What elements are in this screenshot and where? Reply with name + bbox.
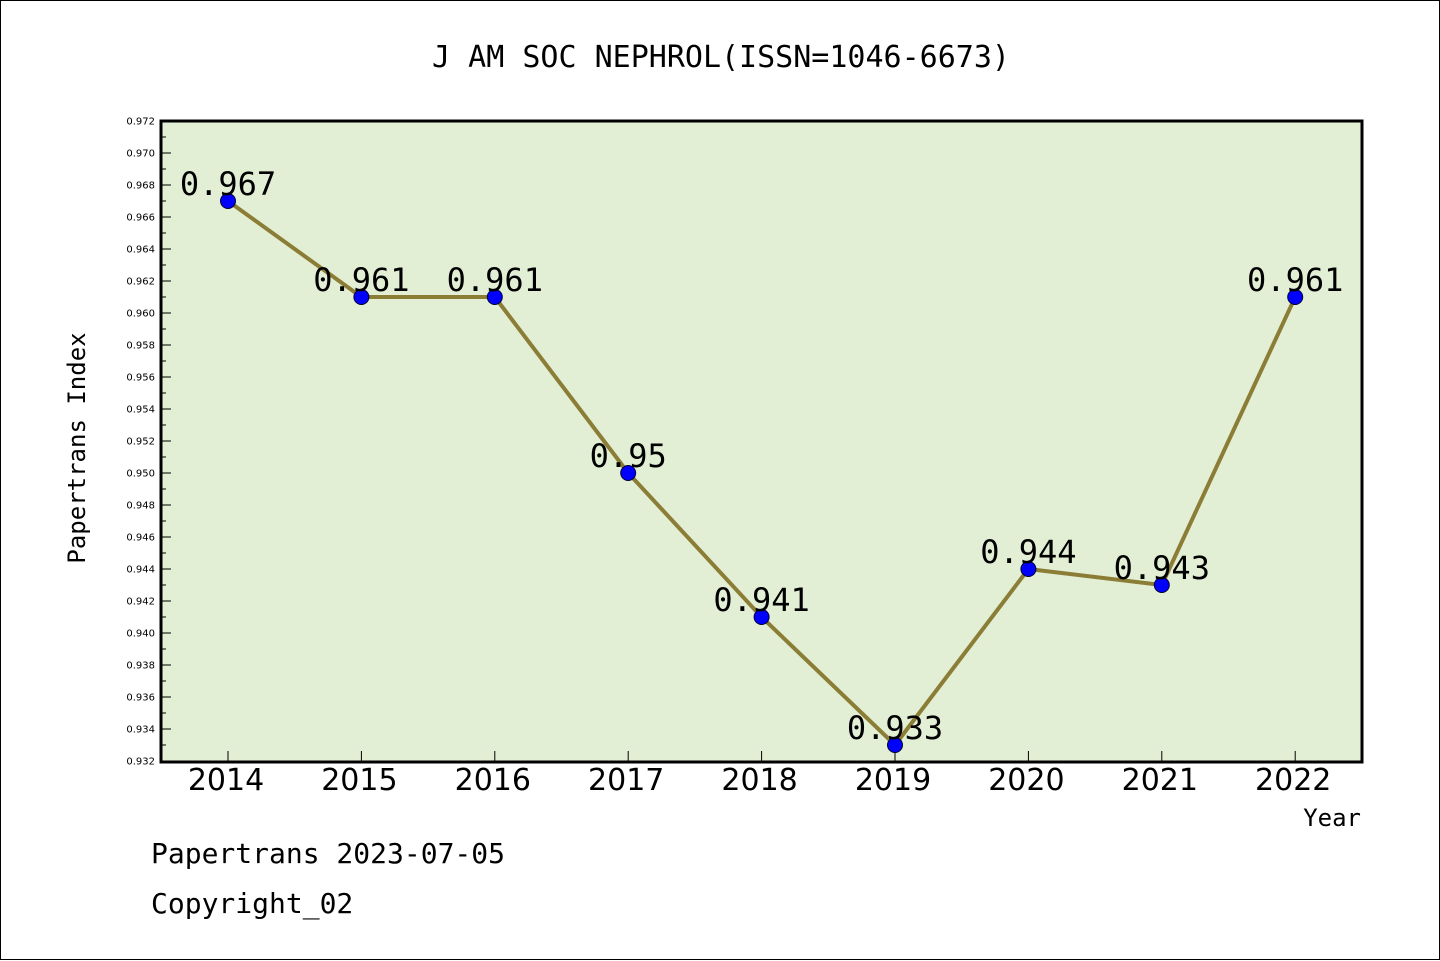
data-point (887, 737, 903, 753)
y-tick-label: 0.954 (126, 405, 155, 416)
footer-copyright: Copyright_02 (151, 887, 354, 920)
x-tick-label: 2022 (1255, 763, 1331, 798)
data-point (1020, 561, 1037, 577)
y-tick-label: 0.938 (126, 661, 155, 672)
y-tick-label: 0.962 (126, 277, 155, 288)
data-point (353, 289, 370, 305)
data-point (1153, 577, 1170, 593)
data-labels: 0.967 0.961 0.961 0.95 0.941 0.933 0.944 0.943 0… (180, 165, 1344, 747)
data-point (486, 289, 503, 305)
data-label: 0.943 (1114, 549, 1210, 587)
y-tick-label: 0.934 (126, 725, 155, 736)
x-tick-label: 2016 (455, 763, 531, 798)
data-label: 0.961 (447, 261, 543, 299)
x-tick-label: 2014 (188, 763, 264, 798)
plot-area (159, 119, 1364, 764)
x-tick-label: 2018 (721, 763, 797, 798)
data-label: 0.933 (847, 709, 943, 747)
x-tick-label: 2019 (855, 763, 931, 798)
y-tick-label: 0.946 (126, 533, 155, 544)
x-tick-label: 2017 (588, 763, 664, 798)
y-tick-label: 0.942 (126, 597, 155, 608)
y-axis: 0.932 0.934 0.936 0.938 0.940 0.942 0.944 0.946… (126, 117, 171, 768)
y-tick-label: 0.960 (126, 309, 155, 320)
y-tick-label: 0.958 (126, 341, 155, 352)
y-tick-label: 0.950 (126, 469, 155, 480)
y-tick-label: 0.952 (126, 437, 155, 448)
y-tick-label: 0.932 (126, 757, 155, 768)
data-label: 0.941 (713, 581, 809, 619)
data-label: 0.967 (180, 165, 276, 203)
data-label: 0.961 (1247, 261, 1343, 299)
y-tick-label: 0.936 (126, 693, 155, 704)
data-point (753, 609, 770, 625)
y-tick-label: 0.972 (126, 117, 155, 128)
chart-title: J AM SOC NEPHROL(ISSN=1046-6673) (432, 40, 1010, 75)
data-label: 0.95 (590, 437, 667, 475)
x-tick-label: 2020 (988, 763, 1064, 798)
y-tick-label: 0.968 (126, 181, 155, 192)
y-tick-label: 0.970 (126, 149, 155, 160)
footer-date: Papertrans 2023-07-05 (151, 837, 506, 870)
x-axis: 2014 2015 2016 2017 2018 2019 2020 2021 2022 (188, 751, 1331, 798)
y-axis-label: Papertrans Index (63, 332, 91, 563)
y-tick-label: 0.956 (126, 373, 155, 384)
data-point (220, 193, 236, 209)
y-tick-label: 0.964 (126, 245, 155, 256)
data-label: 0.961 (313, 261, 409, 299)
y-tick-label: 0.944 (126, 565, 155, 576)
x-axis-label: Year (1303, 804, 1361, 832)
data-points (220, 193, 1304, 753)
y-tick-label: 0.948 (126, 501, 155, 512)
data-label: 0.944 (980, 533, 1076, 571)
y-tick-label: 0.966 (126, 213, 155, 224)
x-tick-label: 2015 (321, 763, 397, 798)
data-point (620, 465, 637, 481)
data-point (1287, 289, 1304, 305)
y-tick-label: 0.940 (126, 629, 155, 640)
x-tick-label: 2021 (1122, 763, 1198, 798)
